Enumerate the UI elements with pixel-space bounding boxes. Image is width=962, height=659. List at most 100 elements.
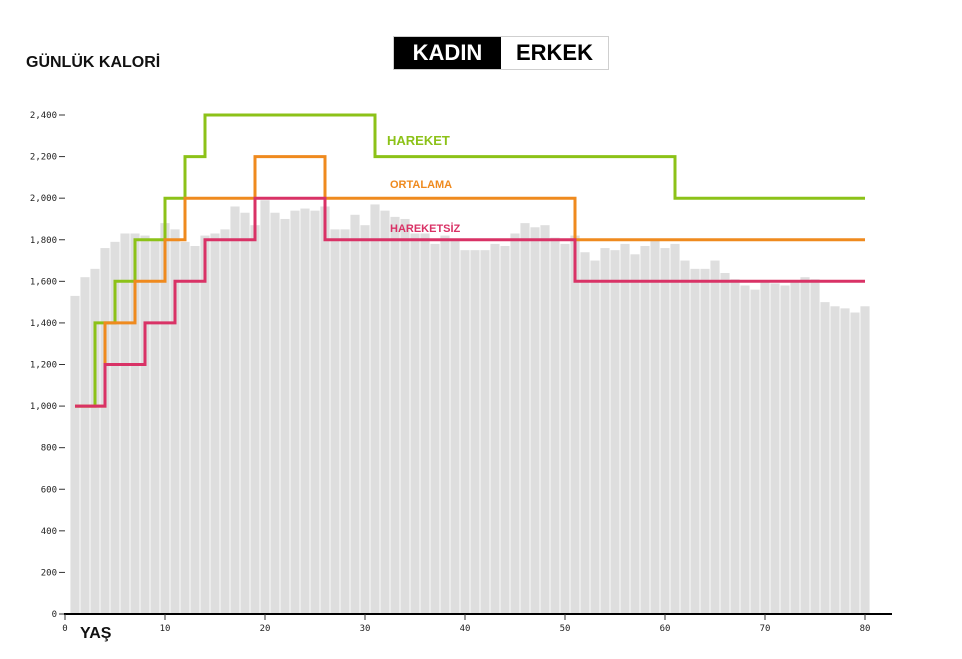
- bar: [760, 281, 770, 614]
- bar: [380, 210, 390, 614]
- bar: [440, 235, 450, 614]
- y-tick-label: 1,000: [30, 402, 57, 412]
- bar: [200, 235, 210, 614]
- line-series: [75, 113, 865, 408]
- y-tick-label: 600: [41, 485, 57, 495]
- bar: [130, 233, 140, 614]
- bar: [560, 243, 570, 614]
- bar: [590, 260, 600, 614]
- x-tick-label: 60: [660, 624, 671, 634]
- series-label-1: HAREKET: [387, 133, 450, 148]
- bar: [620, 243, 630, 614]
- y-tick-label: 0: [52, 610, 57, 620]
- bar: [250, 225, 260, 614]
- bar: [470, 250, 480, 614]
- x-tick-label: 70: [760, 624, 771, 634]
- bar: [790, 281, 800, 614]
- series-line-3: [75, 196, 865, 408]
- y-tick-label: 800: [41, 444, 57, 454]
- bar: [220, 229, 230, 614]
- bar: [390, 216, 400, 614]
- bar: [690, 268, 700, 614]
- bar: [680, 260, 690, 614]
- bar: [610, 250, 620, 614]
- bar: [300, 208, 310, 614]
- bar: [820, 302, 830, 615]
- x-tick-label: 0: [62, 624, 67, 634]
- series-label-2: ORTALAMA: [390, 179, 452, 191]
- series-labels: HAREKET ORTALAMA HAREKETSİZ: [387, 133, 461, 235]
- x-tick-label: 30: [360, 624, 371, 634]
- y-axis: 0 200 400 600 800 1,000 1,200 1,400 1,600 1,800 2,…: [30, 111, 65, 620]
- bar-series: [70, 200, 870, 615]
- bar: [740, 285, 750, 614]
- bar: [500, 245, 510, 615]
- y-tick-label: 1,800: [30, 236, 57, 246]
- bar: [750, 289, 760, 614]
- x-tick-label: 20: [260, 624, 271, 634]
- bar: [160, 223, 170, 614]
- bar: [420, 233, 430, 614]
- bar: [670, 243, 680, 614]
- bar: [510, 233, 520, 614]
- bar: [90, 268, 100, 614]
- bar: [320, 206, 330, 615]
- bar: [240, 212, 250, 614]
- y-tick-label: 2,000: [30, 194, 57, 204]
- bar: [70, 295, 80, 614]
- bar: [710, 260, 720, 614]
- bar: [850, 312, 860, 614]
- x-tick-label: 10: [160, 624, 171, 634]
- bar: [720, 273, 730, 614]
- bar: [480, 250, 490, 614]
- series-line-1: [75, 113, 865, 408]
- bar: [580, 252, 590, 615]
- bar: [730, 279, 740, 614]
- bar: [210, 233, 220, 614]
- bar: [410, 233, 420, 614]
- bar: [140, 235, 150, 614]
- bar: [450, 239, 460, 614]
- bar: [860, 306, 870, 614]
- bar: [260, 200, 270, 614]
- bar: [290, 210, 300, 614]
- bar: [80, 277, 90, 614]
- bar: [630, 254, 640, 615]
- bar: [570, 235, 580, 614]
- bar: [120, 233, 130, 614]
- bar: [230, 206, 240, 615]
- y-tick-label: 2,200: [30, 153, 57, 163]
- gender-toggle[interactable]: KADIN ERKEK: [393, 36, 609, 70]
- y-tick-label: 400: [41, 527, 57, 537]
- bar: [770, 283, 780, 614]
- bar: [340, 229, 350, 614]
- y-tick-label: 200: [41, 568, 57, 578]
- bar: [540, 225, 550, 614]
- male-toggle-button[interactable]: ERKEK: [501, 37, 608, 69]
- bar: [330, 229, 340, 614]
- bar: [780, 285, 790, 614]
- bar: [600, 248, 610, 614]
- x-axis-title: YAŞ: [80, 625, 112, 642]
- series-line-2: [75, 155, 865, 408]
- bar: [400, 218, 410, 614]
- bar: [660, 248, 670, 614]
- bar: [830, 306, 840, 614]
- bar: [110, 241, 120, 614]
- y-tick-label: 1,400: [30, 319, 57, 329]
- bar: [530, 227, 540, 614]
- bar: [190, 245, 200, 615]
- y-tick-label: 1,600: [30, 277, 57, 287]
- bar: [650, 239, 660, 614]
- x-tick-label: 80: [860, 624, 871, 634]
- bar: [180, 241, 190, 614]
- x-tick-label: 50: [560, 624, 571, 634]
- female-toggle-button[interactable]: KADIN: [394, 37, 501, 69]
- y-axis-title: GÜNLÜK KALORİ: [26, 54, 161, 71]
- bar: [840, 308, 850, 614]
- bar: [640, 245, 650, 615]
- bar: [550, 237, 560, 615]
- bar: [310, 210, 320, 614]
- bar: [490, 243, 500, 614]
